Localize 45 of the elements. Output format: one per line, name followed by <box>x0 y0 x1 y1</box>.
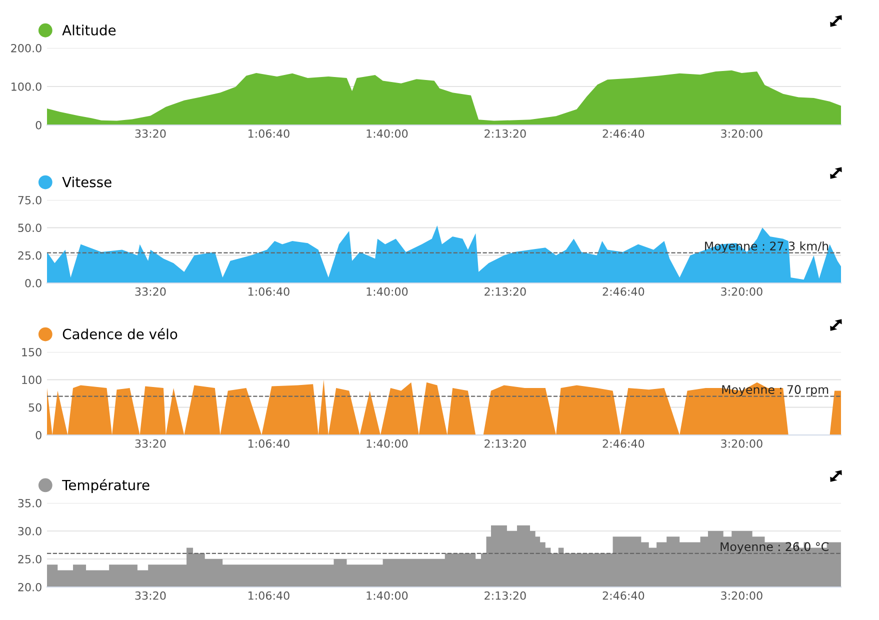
x-tick-label: 3:20:00 <box>721 287 762 296</box>
x-tick-label: 2:46:40 <box>602 439 644 448</box>
ref-line-label: Moyenne : 70 rpm <box>722 385 828 396</box>
x-tick-label: 1:40:00 <box>366 439 408 448</box>
x-tick-label: 1:06:40 <box>248 591 290 600</box>
x-tick-label: 33:20 <box>135 591 166 600</box>
x-tick-label: 1:06:40 <box>248 129 290 138</box>
y-tick-label: 25.0 <box>18 554 42 564</box>
x-tick-label: 3:20:00 <box>721 591 762 600</box>
y-tick-label: 200.0 <box>11 44 42 52</box>
x-tick-label: 2:46:40 <box>602 129 644 138</box>
y-tick-label: 20.0 <box>18 582 42 592</box>
y-tick-label: 100.0 <box>12 82 42 91</box>
x-tick-label: 1:06:40 <box>248 439 290 448</box>
x-tick-label: 1:40:00 <box>366 591 408 600</box>
x-tick-label: 2:46:40 <box>602 591 644 600</box>
y-tick-label: 100 <box>22 376 42 384</box>
x-tick-label: 2:13:20 <box>484 591 526 600</box>
y-tick-label: 35.0 <box>18 498 42 508</box>
x-tick-label: 33:20 <box>135 439 166 448</box>
y-tick-label: 150 <box>22 348 42 356</box>
x-tick-label: 33:20 <box>135 129 166 138</box>
y-tick-label: 0 <box>36 120 42 130</box>
legend-label: Température <box>62 478 150 493</box>
x-tick-label: 2:13:20 <box>484 129 526 138</box>
x-tick-label: 3:20:00 <box>721 129 762 138</box>
x-tick-label: 2:46:40 <box>602 287 644 296</box>
y-tick-label: 25.0 <box>18 251 42 260</box>
y-tick-label: 0.0 <box>25 278 42 288</box>
legend-label: Altitude <box>62 24 116 36</box>
ref-line-label: Moyenne : 26.0 °C <box>720 542 828 554</box>
x-tick-label: 1:40:00 <box>366 287 408 296</box>
legend-label: Vitesse <box>62 176 112 188</box>
x-tick-label: 33:20 <box>135 287 166 296</box>
x-tick-label: 2:13:20 <box>484 287 526 296</box>
y-tick-label: 50 <box>28 403 42 412</box>
legend-label: Cadence de vélo <box>62 328 178 340</box>
x-tick-label: 3:20:00 <box>721 439 762 448</box>
x-tick-label: 1:40:00 <box>366 129 408 138</box>
y-tick-label: 50.0 <box>18 224 42 232</box>
y-tick-label: 30.0 <box>18 526 42 536</box>
y-tick-label: 75.0 <box>18 196 42 204</box>
x-tick-label: 2:13:20 <box>484 439 526 448</box>
y-tick-label: 0 <box>36 430 42 440</box>
x-tick-label: 1:06:40 <box>248 287 290 296</box>
